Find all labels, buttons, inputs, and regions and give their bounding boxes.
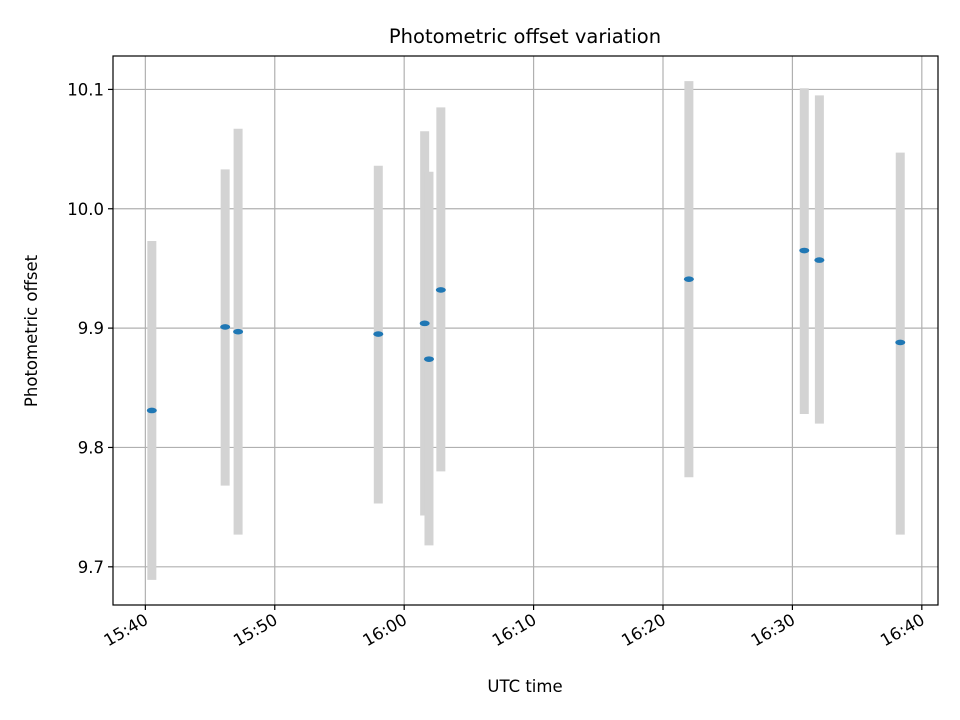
data-point: [220, 324, 231, 330]
data-point: [683, 276, 694, 282]
y-tick-label: 9.8: [78, 438, 104, 457]
data-point: [373, 331, 384, 337]
x-tick-label: 16:20: [618, 610, 669, 650]
data-point: [146, 407, 157, 414]
x-tick-label: 15:50: [230, 610, 281, 650]
plot-frame: [112, 55, 939, 606]
error-bars: [147, 81, 905, 580]
data-points: [146, 247, 906, 414]
x-axis-label: UTC time: [487, 677, 562, 696]
y-tick-label: 9.9: [78, 319, 104, 338]
data-point: [435, 287, 446, 293]
y-tick-label: 10.1: [67, 80, 104, 99]
x-tick-label: 16:10: [489, 610, 540, 650]
data-point: [814, 257, 825, 263]
data-point: [895, 339, 906, 346]
y-tick-label: 9.7: [78, 558, 104, 577]
x-tick-label: 15:40: [101, 610, 152, 650]
x-tick-label: 16:30: [748, 610, 799, 650]
data-point: [799, 247, 810, 254]
y-axis-label: Photometric offset: [22, 254, 41, 407]
x-tick-label: 16:00: [359, 610, 410, 650]
x-tick-label: 16:40: [877, 610, 928, 650]
data-point: [423, 356, 434, 362]
chart-title: Photometric offset variation: [389, 25, 661, 48]
axis-ticks: 15:40 15:50 16:00 16:10 16:20 16:30 16:40 9.7 9.…: [67, 80, 928, 650]
data-point: [419, 320, 430, 327]
y-tick-label: 10.0: [67, 200, 104, 219]
data-point: [233, 328, 244, 335]
